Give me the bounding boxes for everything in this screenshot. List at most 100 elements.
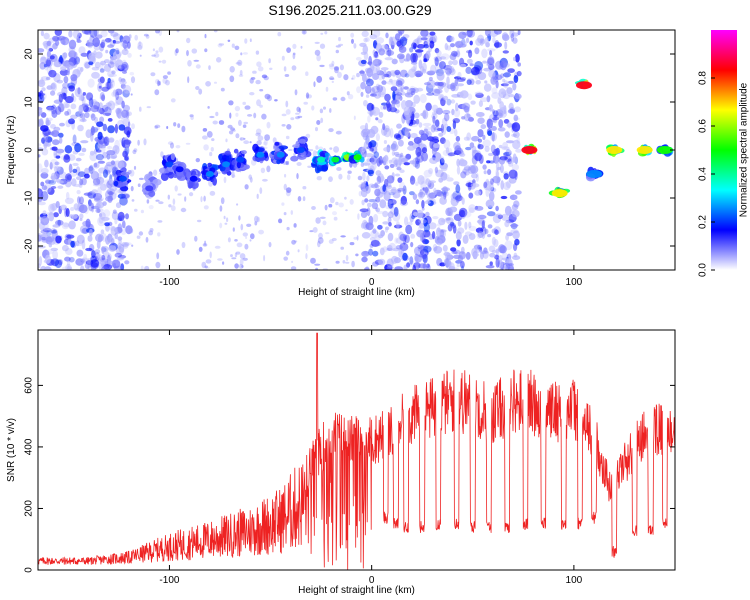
noise-blob [127, 52, 132, 58]
noise-blob [452, 59, 458, 66]
noise-blob [316, 75, 323, 83]
noise-blob [128, 34, 132, 39]
noise-blob [61, 266, 71, 270]
noise-blob [89, 152, 98, 162]
noise-blob [154, 124, 161, 129]
noise-blob [426, 92, 435, 96]
noise-blob [395, 154, 403, 158]
noise-blob [242, 257, 248, 261]
noise-blob [361, 232, 371, 239]
noise-blob [373, 53, 379, 59]
noise-blob [351, 260, 355, 268]
noise-blob [92, 37, 100, 48]
noise-blob [411, 214, 416, 220]
noise-blob [488, 191, 495, 202]
noise-blob [423, 128, 428, 132]
noise-blob [115, 96, 124, 105]
noise-blob [232, 129, 236, 132]
noise-blob [83, 192, 93, 196]
noise-blob [281, 113, 287, 117]
noise-blob [375, 65, 381, 75]
signal-blob [113, 180, 119, 187]
noise-blob [502, 78, 506, 83]
noise-blob [145, 236, 149, 243]
noise-blob [468, 204, 476, 214]
noise-blob [153, 169, 158, 176]
noise-blob [349, 242, 355, 246]
noise-blob [365, 153, 374, 158]
noise-blob [228, 130, 234, 135]
noise-blob [44, 159, 49, 168]
noise-blob [70, 74, 78, 82]
signal-blob [274, 141, 280, 146]
noise-blob [374, 188, 381, 197]
noise-blob [492, 175, 501, 184]
noise-blob [231, 174, 236, 178]
noise-blob [435, 68, 444, 77]
noise-blob [264, 134, 270, 141]
noise-blob [457, 193, 462, 202]
noise-blob [402, 252, 408, 261]
signal-peak [521, 146, 538, 154]
y-axis-label: Frequency (Hz) [6, 116, 17, 185]
noise-blob [155, 30, 160, 34]
noise-blob [249, 38, 252, 42]
noise-blob [212, 120, 218, 125]
noise-blob [505, 258, 513, 268]
noise-blob [455, 147, 463, 155]
noise-blob [412, 264, 416, 270]
noise-blob [315, 267, 318, 270]
noise-blob [70, 103, 77, 110]
noise-blob [435, 69, 439, 73]
noise-blob [394, 173, 401, 177]
noise-blob [115, 91, 119, 100]
noise-blob [283, 183, 287, 191]
noise-blob [123, 139, 132, 145]
noise-blob [465, 146, 472, 151]
noise-blob [298, 107, 302, 114]
noise-blob [425, 178, 431, 186]
noise-blob [485, 199, 495, 208]
noise-blob [335, 201, 339, 206]
noise-blob [96, 240, 101, 250]
noise-blob [424, 239, 429, 245]
noise-blob [340, 235, 346, 238]
noise-blob [104, 190, 114, 200]
signal-peak [317, 156, 326, 163]
x-tick-label: -100 [159, 277, 179, 288]
noise-blob [517, 62, 521, 67]
noise-blob [76, 249, 84, 257]
noise-blob [379, 86, 386, 96]
noise-blob [285, 250, 290, 256]
noise-blob [434, 119, 440, 127]
noise-blob [219, 222, 223, 229]
noise-blob [41, 185, 48, 191]
noise-blob [509, 107, 516, 115]
noise-blob [399, 36, 408, 47]
noise-blob [177, 193, 182, 196]
noise-blob [235, 133, 240, 139]
noise-blob [470, 100, 476, 105]
noise-blob [506, 140, 515, 144]
noise-blob [436, 50, 442, 57]
noise-blob [404, 92, 414, 98]
noise-blob [405, 100, 413, 108]
noise-blob [386, 247, 393, 251]
noise-blob [107, 61, 115, 68]
noise-blob [357, 175, 363, 181]
noise-blob [96, 201, 101, 206]
noise-blob [101, 216, 110, 221]
noise-blob [469, 164, 478, 173]
noise-blob [61, 222, 70, 230]
noise-blob [353, 115, 356, 121]
noise-blob [138, 231, 144, 236]
noise-blob [259, 187, 263, 195]
noise-blob [492, 36, 496, 44]
noise-blob [483, 170, 487, 175]
noise-blob [38, 80, 45, 85]
noise-blob [477, 244, 482, 250]
noise-blob [239, 137, 243, 141]
noise-blob [364, 198, 369, 203]
noise-blob [510, 33, 515, 42]
noise-blob [80, 140, 89, 144]
